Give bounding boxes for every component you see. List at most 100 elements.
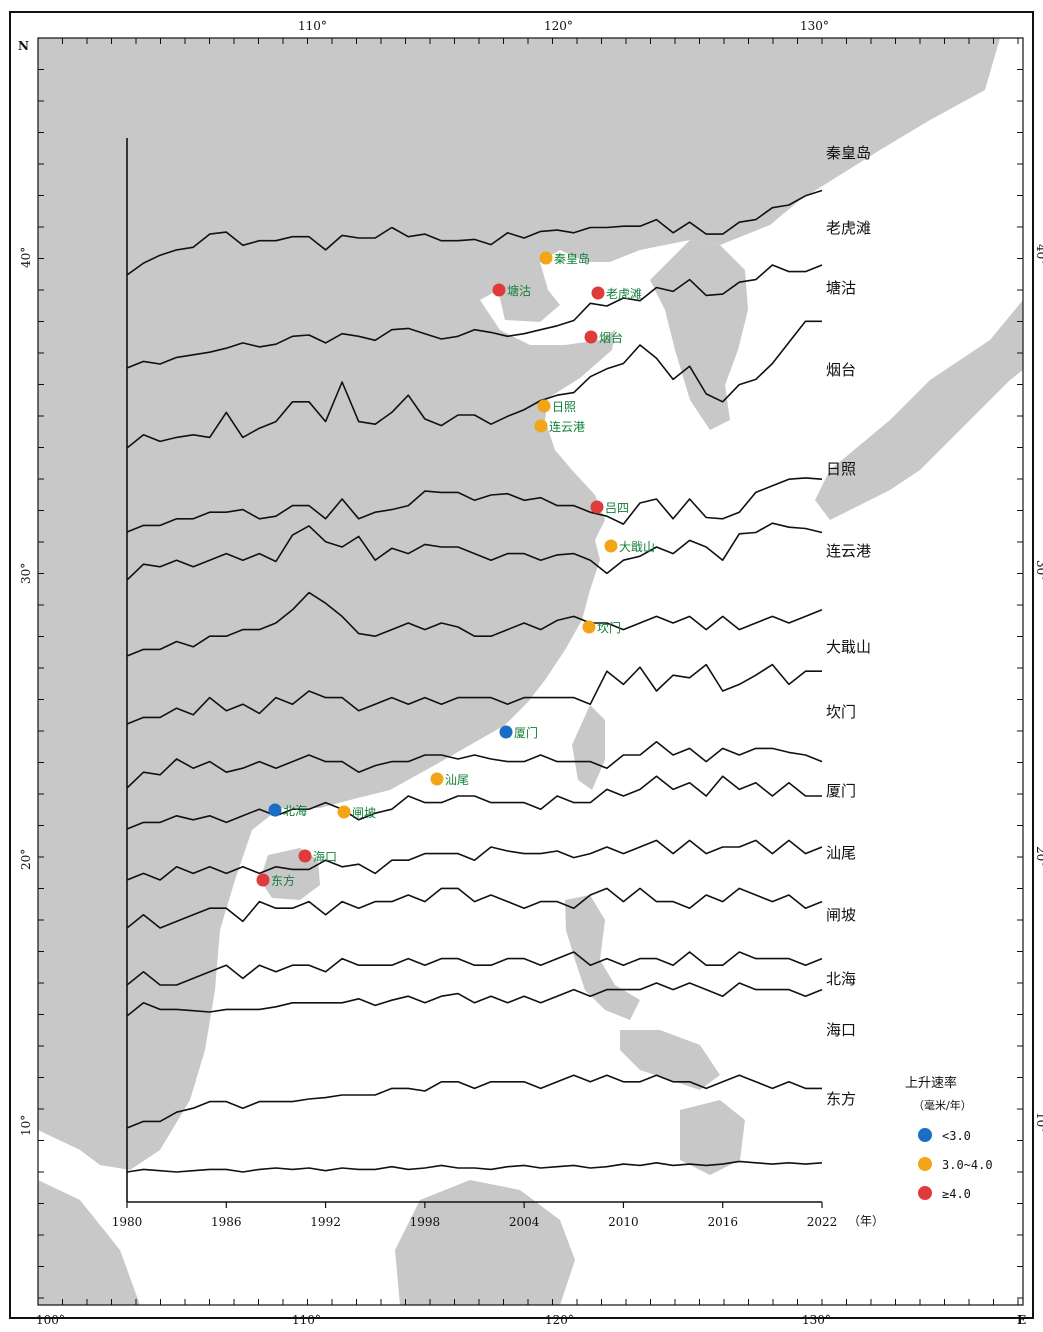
land-malay xyxy=(38,1180,140,1305)
station-marker xyxy=(534,419,548,433)
series-line xyxy=(126,775,822,830)
series-label: 连云港 xyxy=(826,542,871,560)
station-label: 烟台 xyxy=(599,330,623,345)
station-marker xyxy=(268,803,282,817)
series-line xyxy=(126,320,822,449)
chart-x-tick-label: 2016 xyxy=(707,1215,738,1229)
series-line xyxy=(126,264,823,369)
lon-top-label: 130° xyxy=(800,19,829,33)
series-line xyxy=(126,839,823,881)
series-label: 汕尾 xyxy=(826,844,856,862)
series-line xyxy=(126,741,823,789)
station-marker xyxy=(537,399,551,413)
land-taiwan xyxy=(572,705,605,790)
legend-label-mid: 3.0~4.0 xyxy=(942,1158,993,1172)
land-mindanao xyxy=(680,1100,745,1175)
graticule-frame xyxy=(37,37,1024,1306)
series-label: 东方 xyxy=(826,1090,856,1108)
lat-right-label: 10° xyxy=(1034,1112,1043,1133)
chart-x-ticks: 1980 1986 1992 1998 2004 2010 2016 2022 xyxy=(112,1202,838,1229)
station-marker xyxy=(539,251,553,265)
legend-swatch-mid xyxy=(918,1157,932,1171)
station-label: 东方 xyxy=(271,873,295,888)
map-border xyxy=(9,11,1034,1319)
legend-label-high: ≥4.0 xyxy=(942,1187,971,1201)
lat-right-label: 40° xyxy=(1034,244,1043,265)
series-line xyxy=(126,189,823,276)
series-label: 厦门 xyxy=(826,782,856,800)
land-korea xyxy=(650,240,748,430)
legend-label-low: <3.0 xyxy=(942,1129,971,1143)
land-masses xyxy=(38,38,1023,1305)
series-line xyxy=(126,477,823,533)
station-label: 秦皇岛 xyxy=(554,251,590,266)
series-line xyxy=(126,951,823,986)
lat-left-label: 20° xyxy=(19,849,33,870)
series-label: 坎门 xyxy=(826,703,856,721)
station-marker xyxy=(591,286,605,300)
station-label: 厦门 xyxy=(514,725,538,740)
land-borneo xyxy=(395,1180,575,1305)
series-label: 北海 xyxy=(826,970,856,988)
series-line xyxy=(126,522,823,581)
station-label: 闸坡 xyxy=(352,806,376,820)
station-marker xyxy=(499,725,513,739)
series-line xyxy=(126,1074,822,1129)
lon-bottom-label: 120° xyxy=(545,1313,574,1327)
chart-x-tick-label: 1992 xyxy=(310,1215,341,1229)
station-marker xyxy=(604,539,618,553)
station-label: 汕尾 xyxy=(445,773,469,787)
lat-right-label: 20° xyxy=(1034,846,1043,867)
rate-legend: 上升速率 （毫米/年） <3.0 3.0~4.0 ≥4.0 xyxy=(905,1075,993,1201)
series-line xyxy=(126,663,822,725)
chart-x-tick-label: 1980 xyxy=(112,1215,143,1229)
lat-left-label: 10° xyxy=(19,1115,33,1136)
graticule-ticks xyxy=(37,37,1023,1305)
lon-top-label: 110° xyxy=(298,19,327,33)
chart-x-unit: （年） xyxy=(848,1214,884,1228)
station-label: 连云港 xyxy=(549,419,585,434)
series-line xyxy=(126,887,823,929)
station-marker xyxy=(430,772,444,786)
lon-bottom-label: 110° xyxy=(292,1313,321,1327)
chart-x-tick-label: 1998 xyxy=(410,1215,441,1229)
series-line xyxy=(126,1160,823,1173)
station-marker xyxy=(337,805,351,819)
station-label: 老虎滩 xyxy=(606,287,642,301)
land-visayas xyxy=(620,1030,720,1090)
station-marker xyxy=(298,849,312,863)
lat-right-label: 30° xyxy=(1034,560,1043,581)
sea-level-chart: 1980 1986 1992 1998 2004 2010 2016 2022 （年） 秦皇岛… xyxy=(112,138,884,1229)
corner-east-label: E xyxy=(1017,1313,1026,1327)
series-label: 塘沽 xyxy=(826,279,856,297)
legend-title: 上升速率 xyxy=(905,1075,957,1091)
lon-top-label: 120° xyxy=(544,19,573,33)
series-label: 大戢山 xyxy=(826,638,871,656)
land-mainland xyxy=(38,38,1000,1170)
land-luzon xyxy=(565,895,640,1020)
chart-x-tick-label: 2022 xyxy=(807,1215,838,1229)
series-label: 闸坡 xyxy=(826,906,856,924)
station-marker xyxy=(256,873,270,887)
station-marker xyxy=(590,500,604,514)
legend-subtitle: （毫米/年） xyxy=(913,1098,972,1112)
land-japan xyxy=(815,300,1023,520)
chart-x-tick-label: 2004 xyxy=(509,1215,540,1229)
lon-bottom-label: 100° xyxy=(36,1313,65,1327)
station-label: 大戢山 xyxy=(619,540,655,554)
lat-left-label: 40° xyxy=(19,247,33,268)
lat-left-label: 30° xyxy=(19,563,33,584)
station-marker xyxy=(582,620,596,634)
series-label: 秦皇岛 xyxy=(826,144,871,162)
station-label: 日照 xyxy=(552,400,576,414)
series-label: 日照 xyxy=(826,460,856,478)
station-label: 海口 xyxy=(313,849,337,864)
lon-bottom-label: 130° xyxy=(802,1313,831,1327)
corner-north-label: N xyxy=(18,39,29,53)
station-marker xyxy=(584,330,598,344)
series-line xyxy=(126,982,823,1017)
station-label: 坎门 xyxy=(597,620,621,635)
